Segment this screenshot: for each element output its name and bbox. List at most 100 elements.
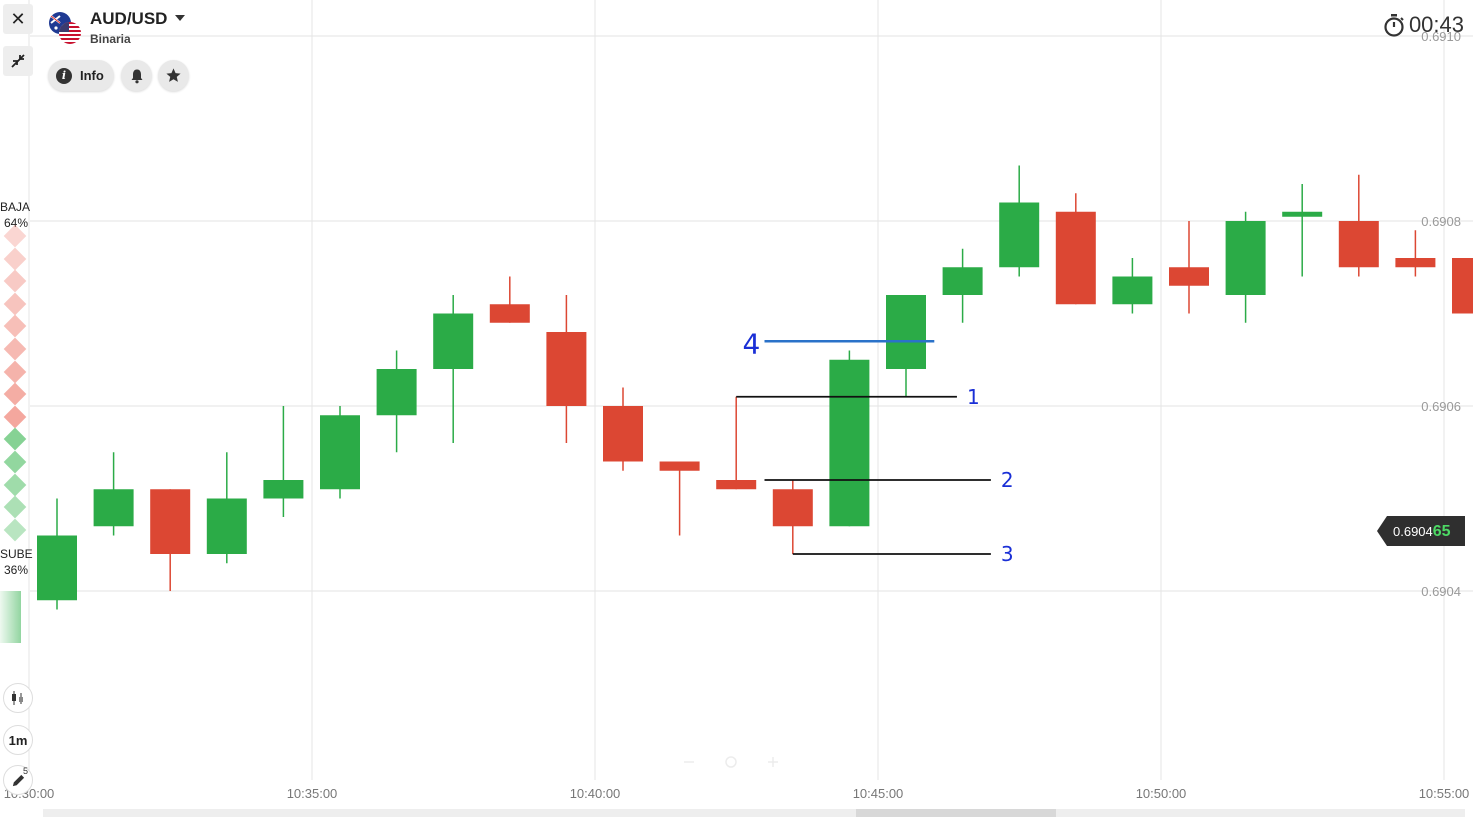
candle [433,295,474,443]
candle [659,461,700,536]
candle-body [603,406,643,462]
chart-scrollbar[interactable] [43,809,1465,817]
y-tick-label: 0.6908 [1421,214,1461,229]
candle-body [1452,258,1473,314]
sentiment-up-pct: 36% [4,563,29,577]
candle [489,276,530,323]
chart-type-button[interactable] [3,683,33,713]
x-tick-label: 10:50:00 [1136,786,1187,801]
candle-body [150,489,191,554]
level-label-2: 2 [1001,468,1014,492]
y-axis: 0.6904 0.6906 0.6908 0.6910 [1421,29,1461,599]
candle [263,406,304,517]
candle [1112,258,1153,314]
candle [320,406,360,499]
asset-name[interactable]: AUD/USD [90,9,168,28]
candle [603,387,643,471]
y-tick-label: 0.6910 [1421,29,1461,44]
candle-body [263,480,304,499]
candle [1282,184,1323,277]
minimize-button[interactable] [3,46,33,76]
timer-value: 00:43 [1408,12,1464,37]
info-button[interactable]: i Info [48,60,114,91]
candle [716,396,757,490]
sentiment-down-pct: 64% [4,216,29,230]
candle-body [1338,221,1379,268]
alerts-button[interactable] [121,60,152,91]
level-label-4: 4 [743,327,761,360]
candle-body [886,295,926,369]
candle-body [772,489,813,527]
level-label-1: 1 [967,385,980,409]
candles-icon [12,691,23,705]
candle [206,452,247,564]
current-price: 0.690465 [1393,523,1451,541]
candle-body [93,489,134,527]
x-tick-label: 10:45:00 [853,786,904,801]
candle [1452,258,1473,314]
candle-body [433,313,474,369]
star-icon [166,68,181,82]
timeframe-button[interactable]: 1m [3,725,33,755]
candle [376,350,417,453]
sentiment-up: SUBE 36% [0,546,33,578]
minimize-icon [11,54,25,68]
current-price-tail: 65 [1432,523,1451,540]
candle [1055,193,1096,305]
candles-group [37,165,1473,610]
info-icon: i [56,67,72,84]
candle [999,165,1040,277]
close-button[interactable]: ✕ [3,4,33,34]
x-tick-label: 10:40:00 [570,786,621,801]
candle-body [1055,211,1096,305]
candle-body [489,304,530,323]
candle-body [1395,258,1436,268]
sentiment-down: BAJA 64% [0,199,30,231]
candle-body [37,535,77,601]
y-tick-label: 0.6904 [1421,584,1461,599]
expiry-timer: 00:43 [1383,12,1464,38]
sentiment-up-label: SUBE [0,547,33,561]
candle-body [1225,221,1266,295]
candle-body [206,498,247,554]
candle [886,295,926,397]
candle-body [1112,276,1153,305]
stopwatch-icon [1384,14,1404,37]
candle-body [716,480,757,490]
asset-type: Binaria [90,32,131,46]
drawings-count: 5 [23,766,29,776]
chevron-down-icon[interactable] [175,15,185,21]
candle [829,350,870,527]
drawing-tools-button[interactable] [3,765,33,795]
chart-grid [28,0,1473,780]
pencil-icon [12,774,24,786]
candle-body [376,369,417,416]
x-tick-label: 10:55:00 [1419,786,1470,801]
candle [772,480,813,554]
candle-body [942,267,983,295]
candle [1395,230,1436,277]
candle-body [320,415,360,490]
y-tick-label: 0.6906 [1421,399,1461,414]
timeframe-label: 1m [8,732,28,748]
candle [546,295,587,443]
candle [1225,211,1266,323]
candle [37,498,77,610]
candle [1338,174,1379,277]
candle [93,452,134,536]
candle-body [546,332,587,406]
favorite-button[interactable] [158,60,189,91]
crosshair-icon [725,756,737,768]
aud-usd-flag-icon[interactable] [48,11,82,45]
candle-body [1282,211,1323,217]
close-icon: ✕ [10,8,26,29]
candle-body [999,202,1040,268]
candle [942,248,983,323]
candle-body [659,461,700,471]
x-axis: 10:30:00 10:35:00 10:40:00 10:45:00 10:50:00… [4,786,1470,801]
candle-body [829,359,870,527]
scrollbar-thumb[interactable] [856,809,1056,817]
zoom-controls [684,756,778,768]
bell-icon [131,69,142,83]
